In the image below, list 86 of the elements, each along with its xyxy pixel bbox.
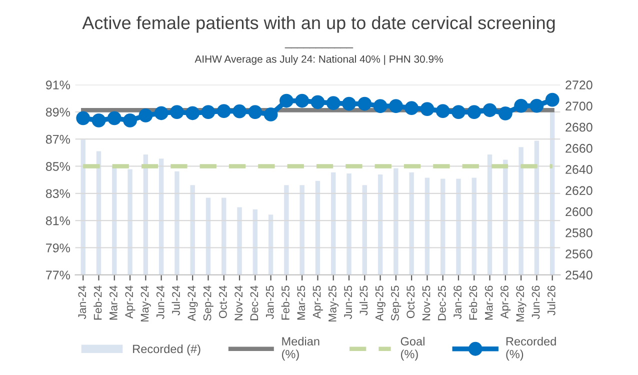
x-tick-label: Jul-24: [172, 286, 180, 316]
point: [467, 105, 482, 119]
y-tick-label: 83%: [46, 189, 70, 198]
point: [530, 98, 544, 113]
x-tick-label: Apr-25: [312, 286, 323, 319]
legend-label: Recorded (#): [133, 344, 200, 356]
x-tick-label: Jan-25: [266, 286, 274, 320]
y2-tick-label: 2620: [566, 186, 592, 196]
point: [420, 102, 434, 116]
point: [123, 114, 137, 128]
y2-tick-label: 2720: [566, 80, 592, 90]
x-tick-label: Jan-26: [454, 286, 462, 320]
x-tick-label: Jul-25: [359, 286, 368, 316]
point: [107, 111, 122, 126]
point: [154, 106, 168, 120]
x-tick-label: Dec-24: [250, 286, 258, 320]
y2-tick-label: 2560: [566, 250, 592, 258]
x-tick-label: Mar-24: [110, 286, 118, 320]
y-tick-label: 87%: [46, 134, 70, 144]
point: [186, 106, 200, 120]
x-tick-label: Oct-24: [218, 286, 227, 318]
point: [295, 94, 310, 108]
point: [170, 105, 184, 119]
point: [310, 95, 325, 110]
y2-tick-label: 2540: [566, 270, 592, 280]
x-tick-label: Mar-25: [297, 286, 306, 320]
point: [452, 105, 466, 119]
x-tick-label: May-24: [140, 286, 151, 322]
point: [248, 105, 262, 119]
chart-title: Active female patients with an up to date cervical screening: [82, 16, 555, 33]
x-tick-label: Sep-24: [203, 286, 214, 321]
y2-tick-label: 2680: [566, 122, 592, 132]
x-tick-label: Feb-24: [94, 286, 102, 320]
point: [482, 103, 497, 118]
x-tick-label: Mar-26: [484, 286, 493, 320]
point: [279, 94, 294, 108]
y-tick-label: 77%: [46, 270, 70, 280]
legend-label: Goal (%): [400, 336, 424, 361]
x-tick-label: Aug-24: [188, 286, 198, 322]
point: [264, 108, 278, 122]
y-tick-label: 81%: [46, 216, 70, 226]
point: [545, 92, 560, 107]
x-tick-label: Jun-25: [344, 286, 352, 320]
y2-tick-label: 2600: [566, 207, 592, 216]
point: [92, 114, 106, 128]
y2-tick-label: 2580: [566, 228, 592, 238]
x-tick-label: Apr-26: [500, 286, 511, 319]
x-tick-label: Feb-25: [281, 286, 290, 320]
point: [358, 96, 372, 111]
x-tick-label: Apr-24: [125, 286, 136, 319]
text: AIHW Average as July 24: National 40% | PHN 30.9%: [194, 55, 443, 65]
y-tick-label: 89%: [46, 108, 70, 117]
x-tick-label: Sep-25: [391, 286, 402, 321]
x-tick-label: Feb-26: [468, 286, 478, 320]
x-tick-label: Oct-25: [406, 286, 415, 318]
x-tick-label: May-26: [516, 286, 526, 322]
point: [201, 105, 216, 119]
point: [514, 98, 528, 113]
point: [436, 104, 450, 118]
y2-tick-label: 2660: [566, 144, 592, 153]
point: [404, 101, 419, 116]
x-tick-label: May-25: [328, 286, 339, 322]
legend-label: Recorded (%): [506, 336, 556, 361]
point: [232, 104, 246, 118]
legend-label: Median (%): [282, 336, 320, 361]
point: [216, 104, 231, 118]
point: [76, 111, 90, 126]
y2-tick-label: 2640: [566, 165, 592, 174]
point: [388, 99, 403, 114]
y-tick-label: 91%: [46, 80, 70, 90]
point: [498, 106, 512, 120]
y-tick-label: 79%: [46, 244, 70, 252]
x-tick-label: Jan-24: [78, 286, 86, 320]
point: [138, 108, 153, 122]
x-tick-label: Aug-25: [375, 286, 386, 322]
y-tick-label: 85%: [46, 162, 70, 171]
point: [326, 96, 340, 110]
x-tick-label: Nov-24: [234, 286, 242, 320]
point: [342, 96, 356, 111]
x-tick-label: Dec-25: [438, 286, 446, 320]
x-tick-label: Jun-26: [532, 286, 540, 320]
x-tick-label: Jul-26: [547, 286, 556, 316]
y2-tick-label: 2700: [566, 102, 592, 111]
x-tick-label: Jun-24: [156, 286, 164, 320]
x-tick-label: Nov-25: [422, 286, 430, 320]
point: [373, 99, 388, 114]
